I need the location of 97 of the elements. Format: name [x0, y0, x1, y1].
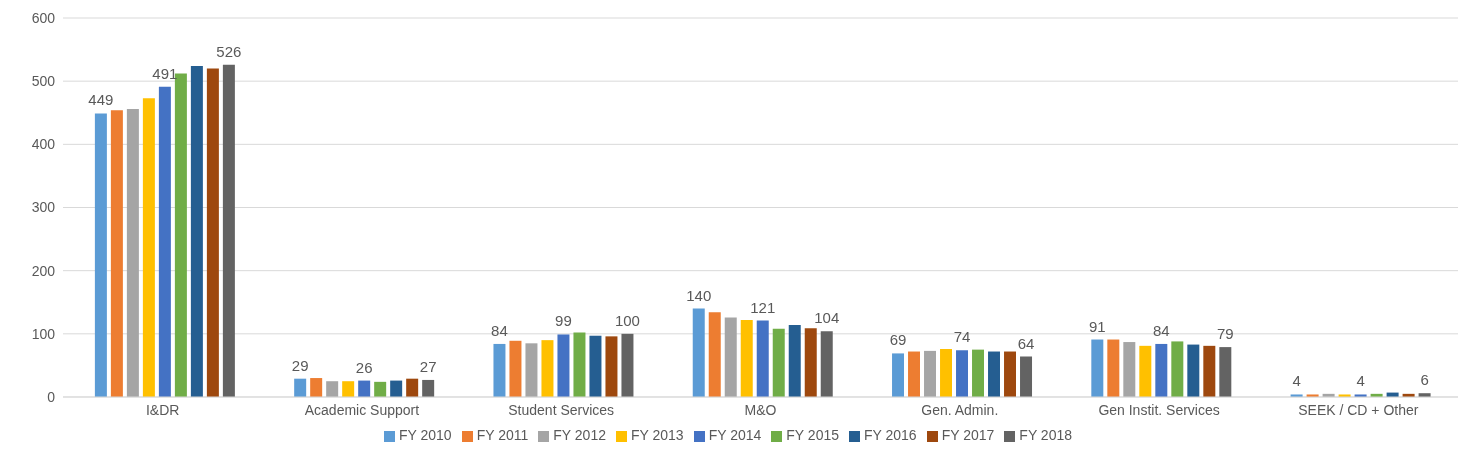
data-label: 27	[419, 357, 437, 375]
y-tick-label: 200	[31, 262, 56, 279]
bar	[358, 380, 371, 397]
bar	[1020, 356, 1033, 397]
x-tick-label: Student Services	[508, 401, 615, 418]
bar	[788, 324, 801, 397]
bar	[541, 340, 554, 397]
data-label: 29	[291, 356, 309, 374]
data-label: 4	[1356, 372, 1365, 390]
bar	[1219, 347, 1232, 397]
data-label: 491	[152, 64, 178, 82]
legend-label: FY 2016	[863, 427, 917, 443]
data-label: 449	[88, 91, 114, 109]
bar	[158, 86, 171, 397]
bar	[756, 320, 769, 397]
bar	[525, 343, 538, 397]
bar	[573, 332, 586, 397]
y-tick-label: 400	[31, 136, 56, 153]
bar	[1171, 341, 1184, 397]
bar	[988, 351, 1001, 397]
bar	[326, 381, 339, 397]
legend-label: FY 2018	[1019, 427, 1072, 443]
data-label: 6	[1420, 371, 1429, 389]
bar	[605, 336, 618, 397]
bar	[589, 335, 602, 397]
data-label: 64	[1017, 334, 1035, 352]
bar	[820, 331, 833, 397]
legend-label: FY 2017	[941, 427, 995, 443]
bar	[406, 378, 419, 397]
bar	[1187, 344, 1200, 397]
x-tick-label: Academic Support	[304, 401, 420, 418]
bar	[924, 350, 937, 397]
bar	[724, 317, 737, 397]
bar	[94, 113, 107, 397]
bar	[772, 328, 785, 397]
x-tick-label: Gen Instit. Services	[1098, 401, 1220, 418]
data-label: 79	[1216, 325, 1234, 343]
data-label: 84	[491, 321, 508, 339]
bar	[1203, 345, 1216, 397]
y-tick-label: 100	[31, 325, 56, 342]
bar	[206, 68, 219, 397]
data-label: 74	[953, 328, 971, 346]
data-label: 84	[1152, 321, 1170, 339]
data-label: 104	[814, 309, 840, 327]
bar	[1123, 342, 1136, 397]
x-tick-label: SEEK / CD + Other	[1298, 401, 1419, 418]
bar	[310, 378, 323, 397]
y-tick-label: 300	[31, 199, 56, 216]
bar	[294, 378, 307, 397]
bar	[1091, 339, 1104, 397]
bar	[142, 98, 155, 397]
bar	[190, 66, 203, 397]
bar	[940, 348, 953, 397]
bar	[692, 308, 705, 397]
bar	[110, 110, 123, 397]
y-tick-label: 0	[47, 388, 56, 405]
bar	[908, 351, 921, 397]
bar	[493, 343, 506, 397]
bar	[374, 381, 387, 397]
data-label: 69	[889, 331, 907, 349]
bar	[708, 312, 721, 397]
legend-label: FY 2011	[476, 427, 529, 443]
legend-label: FY 2013	[630, 427, 684, 443]
data-label: 99	[555, 312, 572, 330]
bar	[892, 353, 905, 397]
bar	[390, 380, 403, 397]
data-label: 140	[686, 286, 712, 304]
bar	[956, 350, 969, 397]
data-label: 26	[355, 358, 373, 376]
x-tick-label: M&O	[744, 401, 777, 418]
bar	[342, 381, 355, 397]
bar	[740, 319, 753, 397]
bar	[126, 108, 139, 397]
legend-label: FY 2012	[553, 427, 606, 443]
y-tick-label: 600	[31, 9, 56, 26]
data-label: 526	[216, 42, 242, 60]
x-tick-label: Gen. Admin.	[921, 401, 999, 418]
data-label: 100	[614, 311, 640, 329]
bar	[222, 64, 235, 397]
bar	[804, 328, 817, 397]
legend-label: FY 2014	[708, 427, 762, 443]
bar	[972, 349, 985, 397]
legend-label: FY 2010	[398, 427, 452, 443]
bar	[422, 379, 435, 397]
data-label: 4	[1292, 372, 1301, 390]
bar	[1139, 345, 1152, 397]
data-label: 91	[1088, 317, 1106, 335]
y-tick-label: 500	[31, 73, 56, 90]
bar	[557, 334, 570, 397]
bar	[1155, 343, 1168, 397]
legend-label: FY 2015	[786, 427, 839, 443]
bar	[1004, 351, 1017, 397]
x-tick-label: I&DR	[145, 401, 180, 418]
bar	[509, 340, 522, 397]
bar	[621, 333, 634, 397]
data-label: 121	[750, 298, 776, 316]
bar	[1107, 339, 1120, 397]
